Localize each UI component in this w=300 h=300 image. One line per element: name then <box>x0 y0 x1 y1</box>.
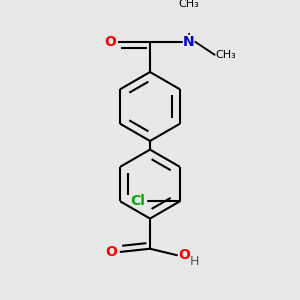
Text: O: O <box>104 35 116 49</box>
Text: N: N <box>183 35 195 49</box>
Text: O: O <box>105 245 117 259</box>
Text: CH₃: CH₃ <box>178 0 199 9</box>
Text: O: O <box>178 248 190 262</box>
Text: CH₃: CH₃ <box>215 50 236 60</box>
Text: Cl: Cl <box>130 194 145 208</box>
Text: H: H <box>190 255 199 268</box>
